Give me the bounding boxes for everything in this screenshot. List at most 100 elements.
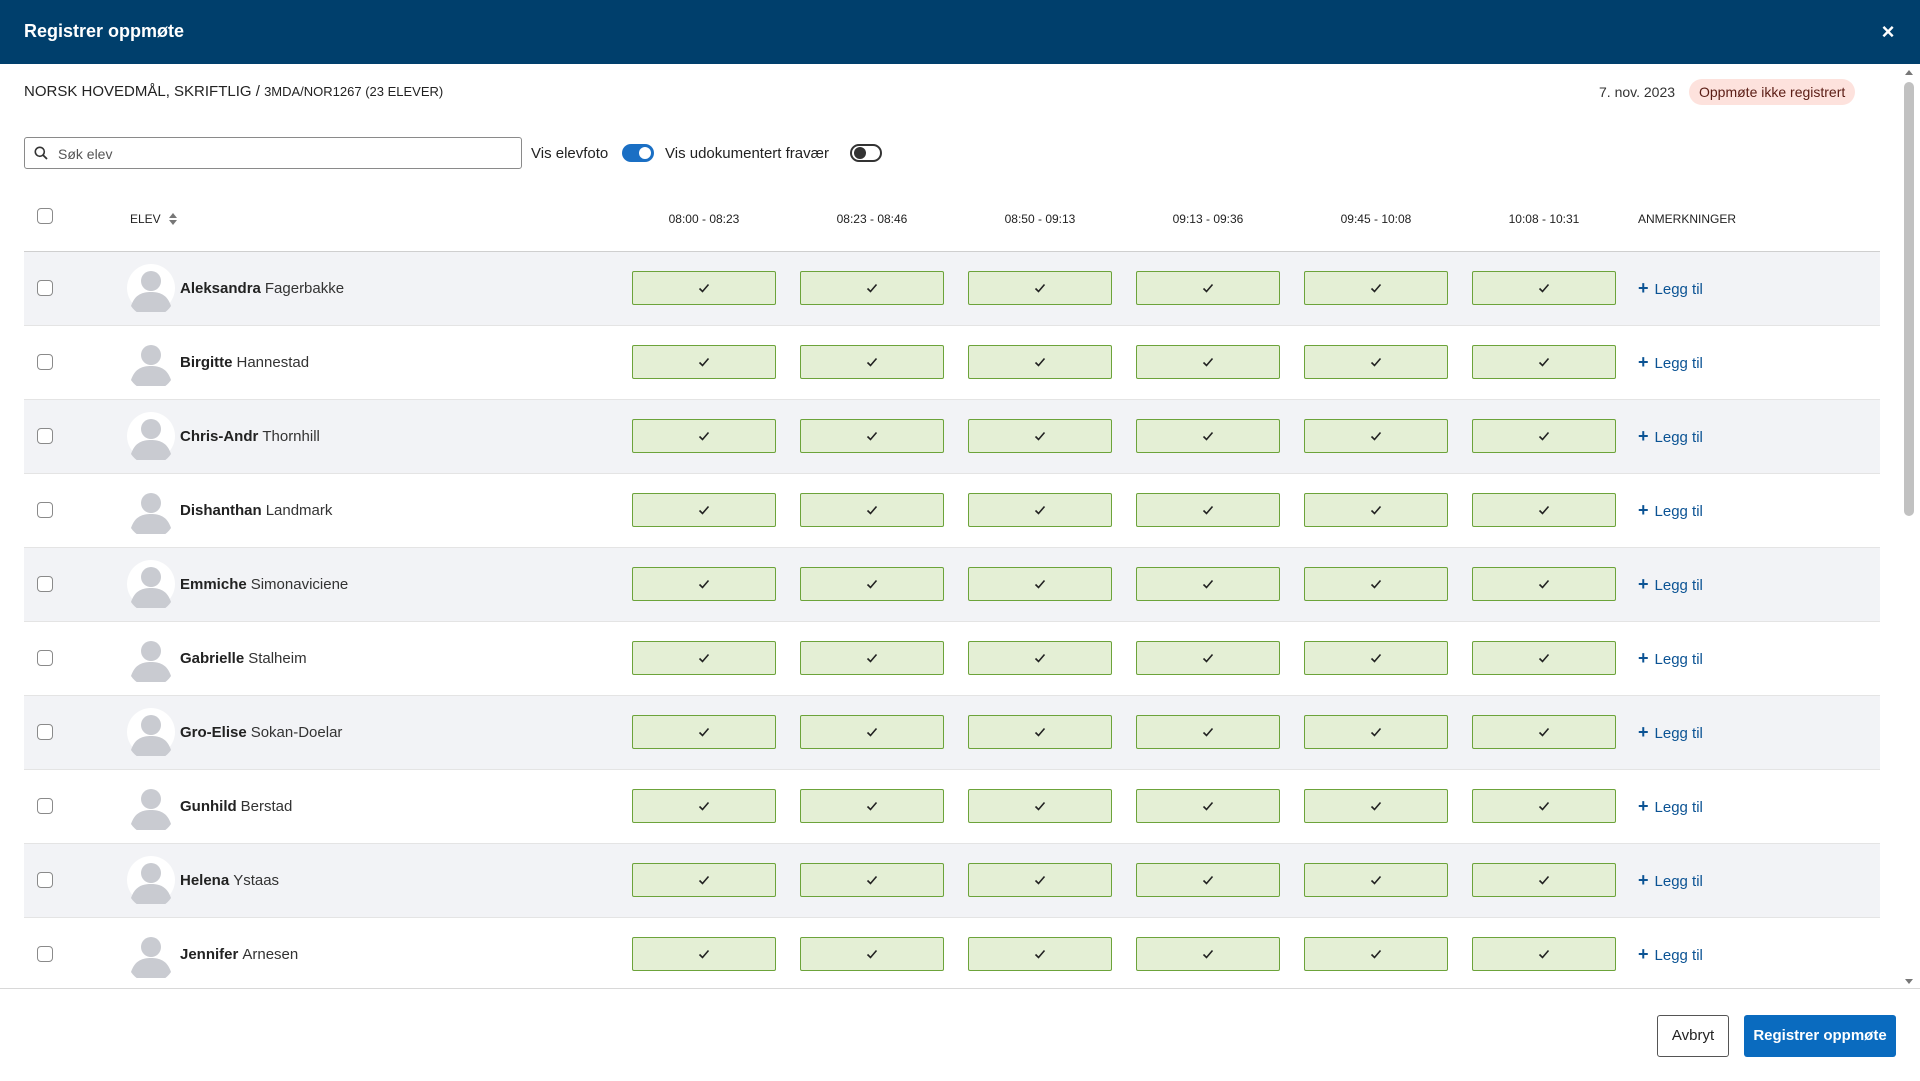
attendance-slot-present[interactable] (968, 345, 1112, 379)
attendance-slot-present[interactable] (632, 271, 776, 305)
attendance-slot-present[interactable] (632, 567, 776, 601)
cancel-button[interactable]: Avbryt (1657, 1015, 1729, 1057)
attendance-slot-present[interactable] (1304, 493, 1448, 527)
add-note-link[interactable]: + Legg til (1638, 500, 1703, 521)
attendance-slot-present[interactable] (632, 789, 776, 823)
attendance-slot-present[interactable] (1472, 863, 1616, 897)
row-checkbox[interactable] (37, 502, 53, 518)
select-all-checkbox[interactable] (37, 208, 53, 224)
show-undocumented-toggle[interactable] (850, 144, 882, 162)
check-icon (866, 283, 878, 293)
attendance-slot-present[interactable] (968, 567, 1112, 601)
attendance-slot-present[interactable] (800, 715, 944, 749)
attendance-slot-present[interactable] (968, 419, 1112, 453)
row-checkbox[interactable] (37, 428, 53, 444)
student-name: Helena Ystaas (180, 872, 279, 889)
attendance-slot-present[interactable] (1136, 715, 1280, 749)
column-header-student[interactable]: Elev (130, 212, 161, 226)
attendance-slot-present[interactable] (800, 863, 944, 897)
attendance-slot-present[interactable] (1136, 567, 1280, 601)
check-icon (1538, 801, 1550, 811)
attendance-slot-present[interactable] (1472, 271, 1616, 305)
add-note-link[interactable]: + Legg til (1638, 574, 1703, 595)
attendance-slot-present[interactable] (1472, 937, 1616, 971)
row-checkbox[interactable] (37, 280, 53, 296)
attendance-slot-present[interactable] (1136, 419, 1280, 453)
attendance-slot-present[interactable] (1136, 789, 1280, 823)
attendance-slot-present[interactable] (1304, 789, 1448, 823)
add-note-link[interactable]: + Legg til (1638, 278, 1703, 299)
attendance-slot-present[interactable] (1136, 271, 1280, 305)
attendance-slot-present[interactable] (800, 789, 944, 823)
add-note-link[interactable]: + Legg til (1638, 648, 1703, 669)
attendance-slot-present[interactable] (1304, 863, 1448, 897)
show-photo-toggle[interactable] (622, 144, 654, 162)
attendance-slot-present[interactable] (800, 419, 944, 453)
row-checkbox[interactable] (37, 798, 53, 814)
add-note-link[interactable]: + Legg til (1638, 722, 1703, 743)
attendance-slot-present[interactable] (632, 493, 776, 527)
search-box[interactable] (24, 137, 522, 169)
attendance-slot-present[interactable] (968, 271, 1112, 305)
attendance-slot-present[interactable] (800, 271, 944, 305)
row-checkbox[interactable] (37, 724, 53, 740)
row-checkbox[interactable] (37, 946, 53, 962)
attendance-slot-present[interactable] (1136, 863, 1280, 897)
attendance-slot-present[interactable] (632, 715, 776, 749)
attendance-slot-present[interactable] (968, 789, 1112, 823)
attendance-slot-present[interactable] (1304, 419, 1448, 453)
close-icon[interactable]: × (1881, 19, 1895, 44)
add-note-link[interactable]: + Legg til (1638, 944, 1703, 965)
attendance-slot-present[interactable] (1304, 641, 1448, 675)
attendance-slot-present[interactable] (1304, 715, 1448, 749)
attendance-slot-present[interactable] (800, 937, 944, 971)
attendance-slot-present[interactable] (968, 863, 1112, 897)
search-input[interactable] (56, 143, 510, 165)
row-checkbox[interactable] (37, 650, 53, 666)
attendance-slot-present[interactable] (968, 641, 1112, 675)
check-icon (1034, 801, 1046, 811)
attendance-slot-present[interactable] (1136, 641, 1280, 675)
status-badge: Oppmøte ikke registrert (1689, 79, 1856, 105)
attendance-slot-present[interactable] (1304, 345, 1448, 379)
attendance-slot-present[interactable] (1472, 567, 1616, 601)
attendance-slot-present[interactable] (1136, 345, 1280, 379)
attendance-slot-present[interactable] (632, 641, 776, 675)
attendance-slot-present[interactable] (1472, 641, 1616, 675)
row-checkbox[interactable] (37, 354, 53, 370)
attendance-slot-present[interactable] (1472, 715, 1616, 749)
scroll-up-arrow[interactable] (1905, 70, 1913, 75)
check-icon (698, 727, 710, 737)
attendance-slot-present[interactable] (1136, 937, 1280, 971)
sort-icon[interactable] (168, 211, 178, 227)
row-checkbox[interactable] (37, 872, 53, 888)
attendance-slot-present[interactable] (800, 641, 944, 675)
attendance-slot-present[interactable] (1304, 271, 1448, 305)
register-attendance-button[interactable]: Registrer oppmøte (1744, 1015, 1896, 1057)
attendance-slot-present[interactable] (1472, 789, 1616, 823)
attendance-slot-present[interactable] (800, 345, 944, 379)
attendance-slot-present[interactable] (1136, 493, 1280, 527)
attendance-slot-present[interactable] (968, 715, 1112, 749)
attendance-slot-present[interactable] (1472, 345, 1616, 379)
attendance-slot-present[interactable] (968, 937, 1112, 971)
attendance-slot-present[interactable] (1304, 937, 1448, 971)
add-note-link[interactable]: + Legg til (1638, 426, 1703, 447)
scrollbar-thumb[interactable] (1904, 82, 1914, 516)
attendance-slot-present[interactable] (1472, 493, 1616, 527)
scroll-down-arrow[interactable] (1905, 979, 1913, 984)
add-note-link[interactable]: + Legg til (1638, 870, 1703, 891)
attendance-slot-present[interactable] (632, 937, 776, 971)
attendance-slot-present[interactable] (800, 493, 944, 527)
attendance-slot-present[interactable] (968, 493, 1112, 527)
attendance-slot-present[interactable] (800, 567, 944, 601)
add-note-link[interactable]: + Legg til (1638, 796, 1703, 817)
attendance-slot-present[interactable] (1472, 419, 1616, 453)
attendance-slot-present[interactable] (632, 863, 776, 897)
add-note-link[interactable]: + Legg til (1638, 352, 1703, 373)
scrollbar[interactable] (1903, 68, 1915, 988)
row-checkbox[interactable] (37, 576, 53, 592)
attendance-slot-present[interactable] (632, 419, 776, 453)
attendance-slot-present[interactable] (632, 345, 776, 379)
attendance-slot-present[interactable] (1304, 567, 1448, 601)
